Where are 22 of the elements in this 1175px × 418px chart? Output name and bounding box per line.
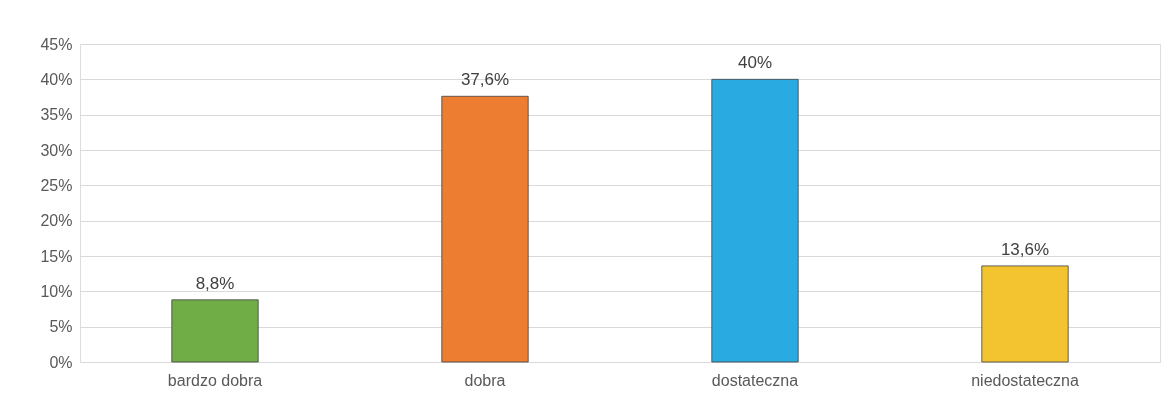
data-label: 13,6% <box>1000 239 1050 259</box>
y-tick-label: 5% <box>49 318 73 336</box>
y-tick-label: 25% <box>40 176 73 194</box>
y-tick-label: 20% <box>40 212 73 230</box>
y-tick-label: 15% <box>40 247 73 265</box>
data-label: 8,8% <box>195 273 235 293</box>
data-label: 37,6% <box>460 70 510 90</box>
bar <box>171 299 259 363</box>
y-tick-label: 30% <box>40 141 73 159</box>
y-tick-label: 35% <box>40 106 73 124</box>
x-tick-label: bardzo dobra <box>167 371 263 389</box>
y-tick-label: 40% <box>40 70 73 88</box>
bar <box>441 95 529 363</box>
bar <box>981 265 1069 363</box>
x-tick-label: dobra <box>464 371 506 389</box>
x-tick-label: niedostateczna <box>971 371 1079 389</box>
y-tick-label: 45% <box>40 35 73 53</box>
data-label: 40% <box>737 53 773 73</box>
y-tick-label: 10% <box>40 282 73 300</box>
y-tick-label: 0% <box>49 353 73 371</box>
x-tick-label: dostateczna <box>711 371 799 389</box>
bar <box>711 78 799 363</box>
